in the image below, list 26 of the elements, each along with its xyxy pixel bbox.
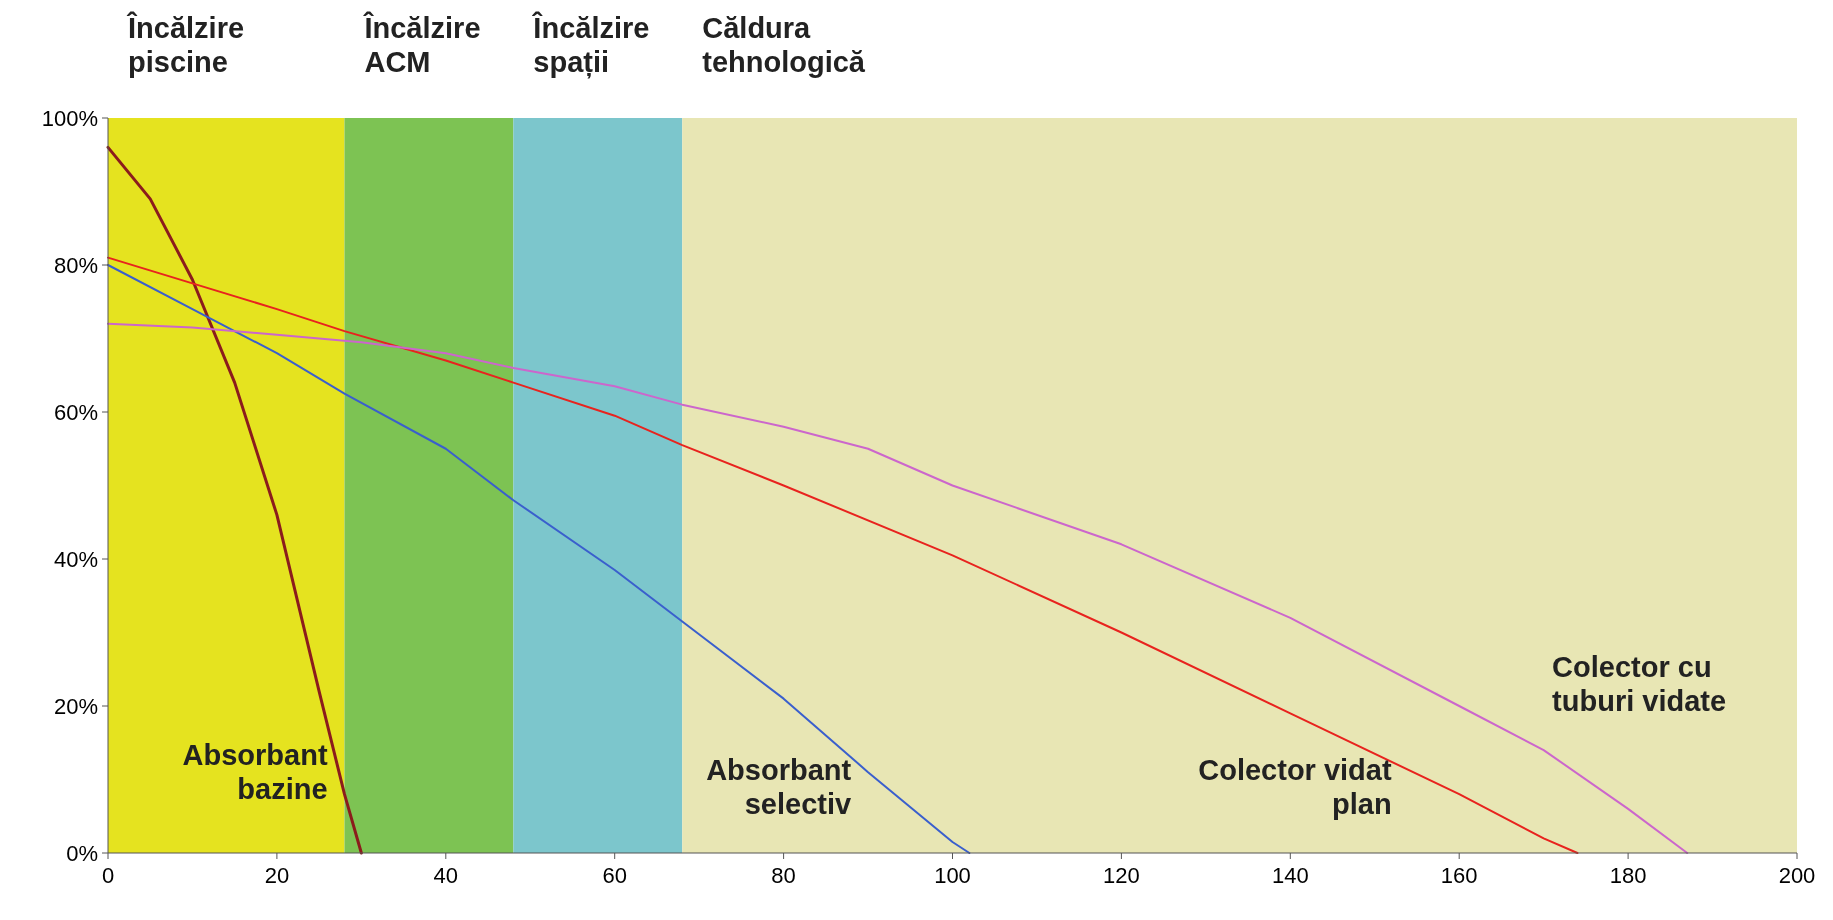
series-label: Colector cu tuburi vidate: [1552, 650, 1727, 717]
x-tick-label: 200: [1778, 863, 1816, 888]
y-tick-label: 80%: [53, 252, 98, 278]
x-tick-label: 40: [433, 863, 459, 888]
y-tick-label: 100%: [41, 105, 98, 131]
x-tick-label: 0: [101, 863, 115, 888]
x-tick-label: 20: [264, 863, 290, 888]
line-series: [107, 264, 971, 854]
y-tick-label: 40%: [53, 546, 98, 572]
x-tick-label: 180: [1609, 863, 1647, 888]
band-label: Căldura tehnologică: [702, 12, 866, 78]
x-tick-label: 160: [1440, 863, 1478, 888]
x-tick-label: 120: [1103, 863, 1140, 888]
x-tick-label: 100: [934, 863, 971, 888]
y-tick-label: 0%: [66, 840, 98, 866]
series-label: Absorbant selectiv: [706, 753, 852, 820]
x-tick-label: 80: [771, 863, 796, 888]
band-label: Încălzire spații: [531, 11, 650, 79]
series-label: Colector vidat plan: [1198, 753, 1392, 820]
x-tick-label: 60: [602, 863, 627, 888]
y-tick-label: 20%: [53, 693, 98, 719]
series-label: Absorbant bazine: [182, 738, 328, 805]
band-label: Încălzire ACM: [362, 11, 481, 78]
band-label: Încălzire piscine: [126, 11, 245, 78]
y-tick-label: 60%: [53, 399, 98, 425]
x-tick-label: 140: [1271, 863, 1309, 888]
